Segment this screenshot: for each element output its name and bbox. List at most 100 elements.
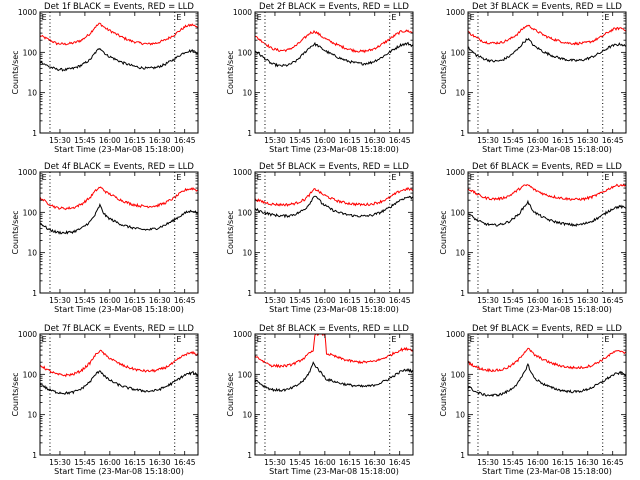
- x-axis-label: Start Time (23-Mar-08 15:18:00): [54, 467, 184, 476]
- series-lld-line: [255, 29, 413, 54]
- panel-title: Det 4f BLACK = Events, RED = LLD: [44, 162, 194, 172]
- plot-frame: [39, 171, 199, 294]
- x-tick-label: 16:30: [149, 458, 171, 467]
- x-axis-label: Start Time (23-Mar-08 15:18:00): [482, 305, 612, 314]
- series-events-line: [40, 203, 198, 235]
- x-tick-label: 16:45: [602, 136, 624, 145]
- x-tick-label: 15:30: [49, 458, 71, 467]
- panel-title: Det 6f BLACK = Events, RED = LLD: [472, 162, 622, 172]
- event-marker: E: [257, 173, 262, 182]
- x-tick-label: 16:45: [174, 296, 196, 305]
- y-tick-label: 1000: [446, 330, 465, 339]
- y-axis-label: Counts/sec: [226, 50, 235, 94]
- event-marker: E: [470, 173, 475, 182]
- x-tick-label: 16:30: [149, 136, 171, 145]
- x-axis-label: Start Time (23-Mar-08 15:18:00): [54, 145, 184, 154]
- y-tick-label: 1000: [446, 168, 465, 177]
- y-tick-label: 10: [242, 249, 252, 258]
- y-tick-label: 100: [23, 370, 38, 379]
- panel-title: Det 7f BLACK = Events, RED = LLD: [44, 324, 194, 334]
- x-tick-label: 16:30: [364, 296, 386, 305]
- y-axis-label: Counts/sec: [11, 372, 20, 416]
- event-marker: E: [604, 13, 609, 22]
- x-tick-label: 15:45: [74, 458, 96, 467]
- event-marker: E: [391, 335, 396, 344]
- y-axis-label: Counts/sec: [226, 372, 235, 416]
- y-tick-label: 100: [238, 48, 253, 57]
- plot-frame: [39, 333, 199, 456]
- y-tick-label: 10: [27, 89, 37, 98]
- x-tick-label: 15:30: [264, 458, 286, 467]
- event-marker: E: [42, 173, 47, 182]
- x-axis-label: Start Time (23-Mar-08 15:18:00): [54, 305, 184, 314]
- x-tick-label: 16:45: [389, 296, 411, 305]
- panel-title: Det 2f BLACK = Events, RED = LLD: [259, 2, 409, 12]
- series-events-line: [40, 370, 198, 396]
- x-tick-label: 16:00: [314, 296, 336, 305]
- x-tick-label: 15:45: [74, 136, 96, 145]
- y-tick-label: 10: [455, 249, 465, 258]
- x-tick-label: 16:30: [577, 136, 599, 145]
- x-tick-label: 16:30: [577, 296, 599, 305]
- event-marker: E: [42, 335, 47, 344]
- plot-frame: [254, 171, 414, 294]
- x-tick-label: 16:00: [99, 458, 121, 467]
- y-tick-label: 100: [451, 208, 466, 217]
- x-tick-label: 16:30: [364, 458, 386, 467]
- y-axis-label: Counts/sec: [439, 372, 448, 416]
- y-tick-label: 1: [32, 451, 37, 460]
- y-tick-label: 10: [242, 89, 252, 98]
- event-marker: E: [176, 173, 181, 182]
- y-tick-label: 100: [238, 370, 253, 379]
- event-marker: E: [604, 173, 609, 182]
- y-tick-label: 100: [238, 208, 253, 217]
- x-tick-label: 15:45: [289, 296, 311, 305]
- event-marker: E: [391, 173, 396, 182]
- plot-frame: [254, 11, 414, 134]
- x-tick-label: 16:45: [174, 458, 196, 467]
- x-tick-label: 16:15: [552, 136, 574, 145]
- y-tick-label: 10: [455, 89, 465, 98]
- y-axis-label: Counts/sec: [439, 50, 448, 94]
- x-tick-label: 16:00: [527, 296, 549, 305]
- x-tick-label: 16:15: [552, 458, 574, 467]
- x-tick-label: 16:15: [124, 136, 146, 145]
- x-tick-label: 16:15: [339, 136, 361, 145]
- x-axis-label: Start Time (23-Mar-08 15:18:00): [482, 145, 612, 154]
- y-tick-label: 10: [455, 411, 465, 420]
- y-tick-label: 1: [32, 129, 37, 138]
- panel-title: Det 5f BLACK = Events, RED = LLD: [259, 162, 409, 172]
- x-tick-label: 15:30: [477, 458, 499, 467]
- y-tick-label: 1: [460, 289, 465, 298]
- y-tick-label: 10: [27, 249, 37, 258]
- x-tick-label: 16:15: [339, 296, 361, 305]
- x-tick-label: 16:00: [527, 458, 549, 467]
- y-tick-label: 1: [32, 289, 37, 298]
- plot-frame: [467, 11, 627, 134]
- x-axis-label: Start Time (23-Mar-08 15:18:00): [269, 467, 399, 476]
- event-marker: E: [176, 335, 181, 344]
- x-tick-label: 15:30: [477, 296, 499, 305]
- event-marker: E: [42, 13, 47, 22]
- series-lld-line: [255, 186, 413, 207]
- y-tick-label: 100: [451, 370, 466, 379]
- x-tick-label: 16:15: [124, 458, 146, 467]
- x-tick-label: 15:45: [502, 296, 524, 305]
- y-tick-label: 1000: [18, 168, 37, 177]
- y-tick-label: 1: [460, 129, 465, 138]
- y-tick-label: 1000: [233, 330, 252, 339]
- x-tick-label: 16:45: [389, 136, 411, 145]
- x-tick-label: 16:00: [314, 136, 336, 145]
- x-tick-label: 15:30: [477, 136, 499, 145]
- x-axis-label: Start Time (23-Mar-08 15:18:00): [269, 145, 399, 154]
- y-axis-label: Counts/sec: [439, 210, 448, 254]
- plot-frame: [467, 333, 627, 456]
- series-events-line: [40, 47, 198, 72]
- x-tick-label: 16:30: [577, 458, 599, 467]
- y-tick-label: 1: [460, 451, 465, 460]
